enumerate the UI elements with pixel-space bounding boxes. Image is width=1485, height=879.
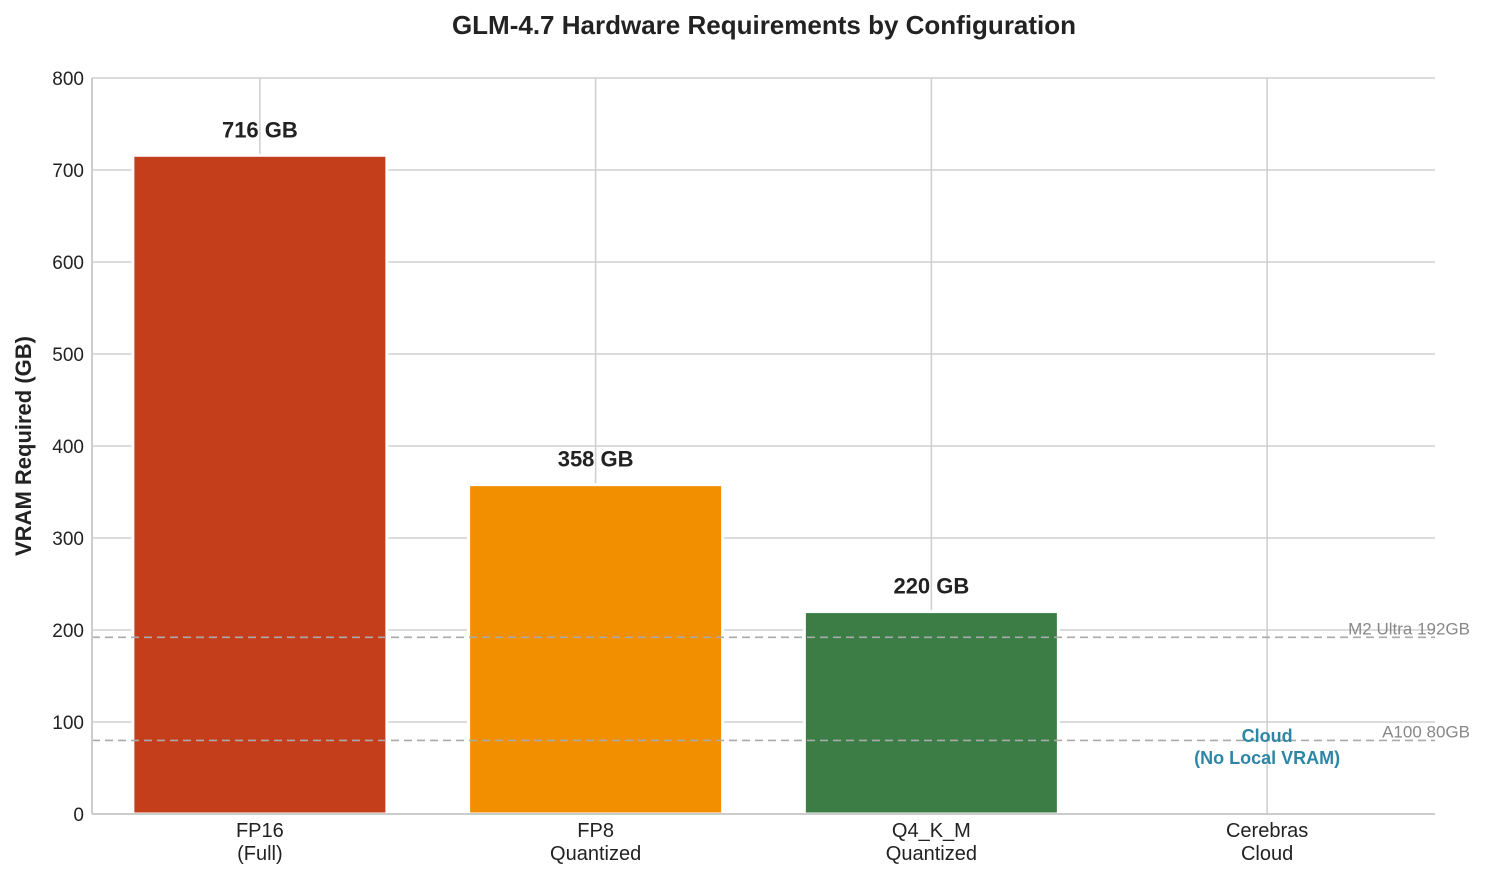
bar-value-label: 358 GB bbox=[558, 447, 634, 472]
y-tick-label: 300 bbox=[52, 529, 84, 550]
x-tick-label: Quantized bbox=[550, 843, 641, 865]
cloud-annotation: Cloud bbox=[1242, 726, 1293, 746]
y-tick-label: 400 bbox=[52, 437, 84, 458]
y-tick-label: 700 bbox=[52, 161, 84, 182]
y-tick-label: 600 bbox=[52, 253, 84, 274]
x-tick-label: Q4_K_M bbox=[892, 820, 971, 842]
reference-line-label: A100 80GB bbox=[1382, 722, 1470, 741]
x-tick-label: FP8 bbox=[577, 820, 614, 842]
y-tick-label: 0 bbox=[73, 805, 84, 826]
bar bbox=[467, 483, 725, 816]
x-tick-label: FP16 bbox=[236, 820, 284, 842]
bar-value-label: 716 GB bbox=[222, 117, 298, 142]
bar bbox=[131, 153, 389, 816]
bar bbox=[802, 610, 1060, 816]
y-tick-label: 200 bbox=[52, 621, 84, 642]
y-tick-label: 800 bbox=[52, 69, 84, 90]
x-tick-label: (Full) bbox=[237, 843, 283, 865]
chart-title: GLM-4.7 Hardware Requirements by Configu… bbox=[451, 10, 1077, 40]
reference-line-label: M2 Ultra 192GB bbox=[1348, 619, 1470, 638]
x-tick-label: Quantized bbox=[886, 843, 977, 865]
y-tick-label: 500 bbox=[52, 345, 84, 366]
x-tick-label: Cloud bbox=[1241, 843, 1293, 865]
bar-value-label: 220 GB bbox=[893, 574, 969, 599]
y-tick-label: 100 bbox=[52, 713, 84, 734]
x-tick-label: Cerebras bbox=[1226, 820, 1308, 842]
cloud-annotation: (No Local VRAM) bbox=[1194, 748, 1340, 768]
